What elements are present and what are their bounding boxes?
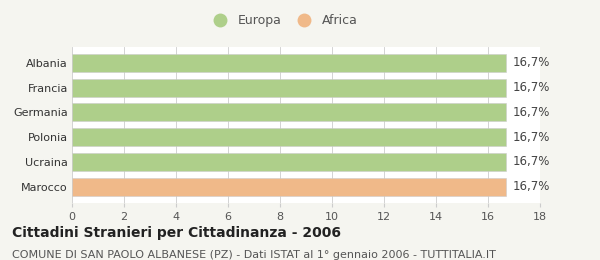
Bar — [72, 153, 506, 171]
Bar — [72, 54, 506, 72]
Text: COMUNE DI SAN PAOLO ALBANESE (PZ) - Dati ISTAT al 1° gennaio 2006 - TUTTITALIA.I: COMUNE DI SAN PAOLO ALBANESE (PZ) - Dati… — [12, 250, 496, 259]
Legend: Europa, Africa: Europa, Africa — [203, 9, 362, 32]
Bar — [72, 128, 506, 146]
Bar — [72, 103, 506, 121]
Text: Cittadini Stranieri per Cittadinanza - 2006: Cittadini Stranieri per Cittadinanza - 2… — [12, 226, 341, 240]
Text: 16,7%: 16,7% — [513, 81, 550, 94]
Text: 16,7%: 16,7% — [513, 56, 550, 69]
Bar — [72, 178, 506, 196]
Text: 16,7%: 16,7% — [513, 155, 550, 168]
Bar — [72, 79, 506, 96]
Text: 16,7%: 16,7% — [513, 106, 550, 119]
Text: 16,7%: 16,7% — [513, 180, 550, 193]
Text: 16,7%: 16,7% — [513, 131, 550, 144]
